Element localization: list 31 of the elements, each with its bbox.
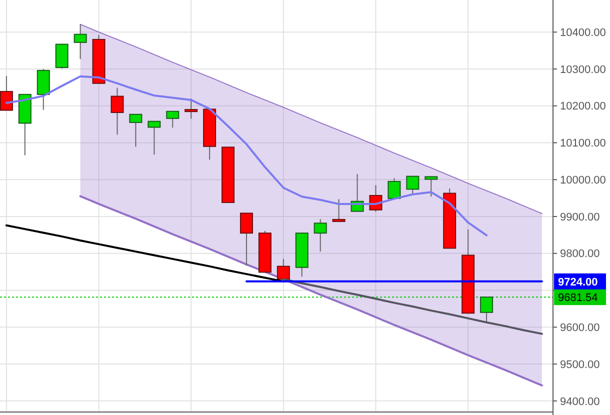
- y-tick-label: 10100.00: [560, 138, 606, 150]
- candlestick: [166, 110, 180, 128]
- candlestick: [406, 176, 420, 195]
- candlestick: [332, 198, 346, 222]
- y-tick-label: 10000.00: [560, 174, 606, 186]
- ref-line-label: 9681.54: [558, 292, 598, 304]
- line-series: [5, 224, 284, 282]
- line-series: [79, 195, 543, 386]
- candlestick: [129, 114, 142, 148]
- candlestick: [148, 120, 161, 156]
- line-series: [80, 24, 542, 214]
- y-tick-label: 9600.00: [560, 322, 600, 334]
- candlestick: [424, 176, 438, 198]
- y-tick-label: 9800.00: [560, 248, 600, 260]
- y-tick-label: 9500.00: [560, 358, 600, 371]
- candlestick: [314, 218, 327, 252]
- y-tick-label: 9900.00: [560, 211, 600, 224]
- candlestick: [36, 68, 50, 110]
- candlestick: [184, 98, 198, 120]
- y-tick-label: 10400.00: [560, 26, 606, 39]
- candlestick: [240, 212, 253, 266]
- text: 9724.00: [558, 276, 598, 288]
- y-tick-label: 10200.00: [560, 100, 606, 113]
- y-tick-label: 9400.00: [560, 396, 600, 408]
- candlestick: [480, 296, 494, 322]
- candlestick: [388, 178, 401, 199]
- candlestick: [55, 44, 68, 70]
- y-tick-label: 10300.00: [560, 64, 606, 76]
- candlestick: [110, 87, 124, 136]
- candlestick: [74, 24, 87, 60]
- candlestick: [0, 75, 13, 111]
